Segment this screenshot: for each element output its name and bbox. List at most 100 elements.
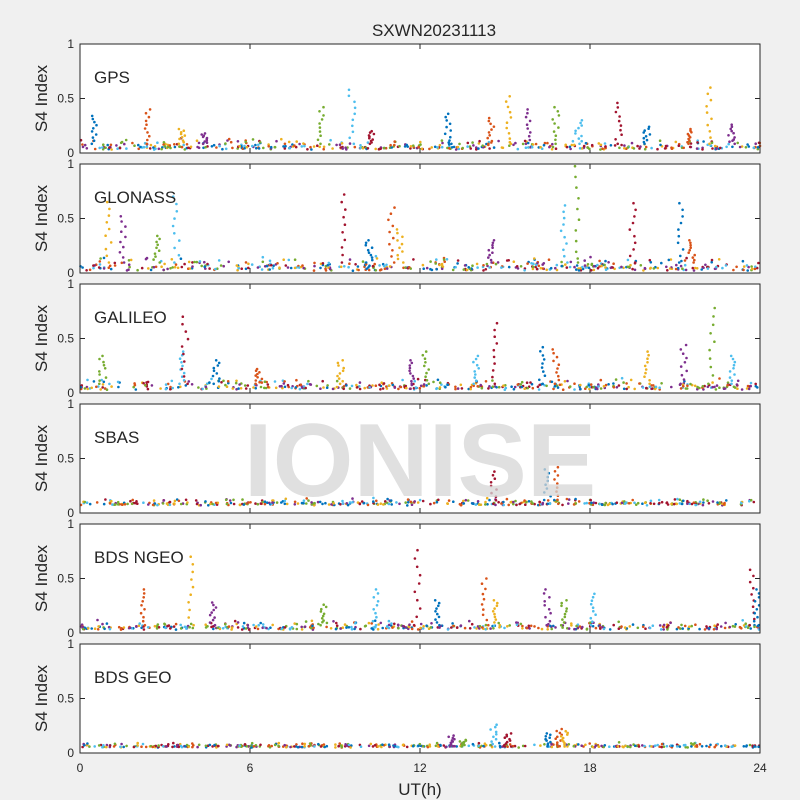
data-point [405,143,409,147]
spike-point [142,588,146,591]
data-point [755,266,759,270]
data-point [523,269,526,272]
data-point [117,385,120,389]
data-point [738,625,742,629]
spike-point [731,357,735,361]
data-point [459,383,463,387]
data-point [598,502,602,506]
data-point [718,502,721,506]
spike-point [580,139,583,143]
data-point [675,627,679,631]
data-point [520,380,524,384]
spike-point [416,598,419,602]
data-point [375,257,379,260]
data-point [519,383,522,386]
spike-point [340,261,344,264]
data-point [169,267,172,270]
data-point [565,145,569,149]
data-point [556,386,560,389]
data-point [648,258,652,262]
data-point [214,501,218,505]
data-point [725,145,728,149]
data-point [196,145,199,149]
spike-point [218,377,221,380]
spike-point [733,136,736,139]
data-point [137,143,140,147]
data-point [626,745,630,748]
data-point [533,257,536,260]
data-point [339,265,343,269]
data-point [429,260,432,263]
data-point [488,385,491,388]
data-point [187,260,191,264]
data-point [171,266,174,269]
data-point [188,625,191,629]
data-point [245,745,249,748]
spike-point [543,600,546,603]
data-point [168,500,172,504]
data-point [429,626,433,629]
data-point [541,502,544,506]
data-point [622,381,625,384]
data-point [723,387,727,390]
data-point [147,267,150,270]
spike-point [182,371,186,375]
spike-point [392,261,396,264]
y-tick-label: 0 [67,266,74,280]
panel-label: GPS [94,68,130,87]
spike-point [559,735,563,738]
spike-point [421,353,425,357]
data-point [326,384,329,387]
data-point [132,385,135,389]
spike-point [557,363,561,367]
spike-point [556,110,560,113]
data-point [500,502,503,505]
data-point [376,503,380,506]
data-point [587,266,591,270]
data-point [174,622,178,626]
data-point [552,387,555,391]
data-point [169,385,172,389]
data-point [208,381,211,384]
data-point [140,626,143,630]
data-point [244,140,247,144]
data-point [272,264,275,268]
data-point [384,146,388,150]
data-point [345,502,349,505]
spike-point [449,129,453,132]
spike-point [687,251,690,254]
spike-point [487,248,491,252]
data-point [641,625,645,629]
data-point [475,148,478,151]
data-point [721,266,724,270]
spike-point [551,118,554,121]
data-point [456,145,460,149]
plot-area [80,164,760,273]
data-point [470,622,474,626]
spike-point [318,126,322,129]
data-point [317,622,320,626]
data-point [382,146,386,150]
data-point [623,502,627,505]
data-point [629,263,632,267]
data-point [266,501,269,505]
data-point [435,741,439,745]
data-point [413,379,417,383]
data-point [713,144,717,148]
data-point [196,745,199,749]
data-point [396,623,400,627]
data-point [477,142,481,145]
data-point [615,501,619,505]
data-point [688,502,692,506]
data-point [484,268,488,271]
data-point [373,744,377,747]
data-point [244,261,248,264]
data-point [170,379,174,383]
data-point [462,502,466,505]
data-point [310,501,313,504]
data-point [240,628,244,631]
spike-point [492,239,496,242]
data-point [377,623,380,626]
data-point [228,499,232,502]
spike-point [208,613,212,617]
